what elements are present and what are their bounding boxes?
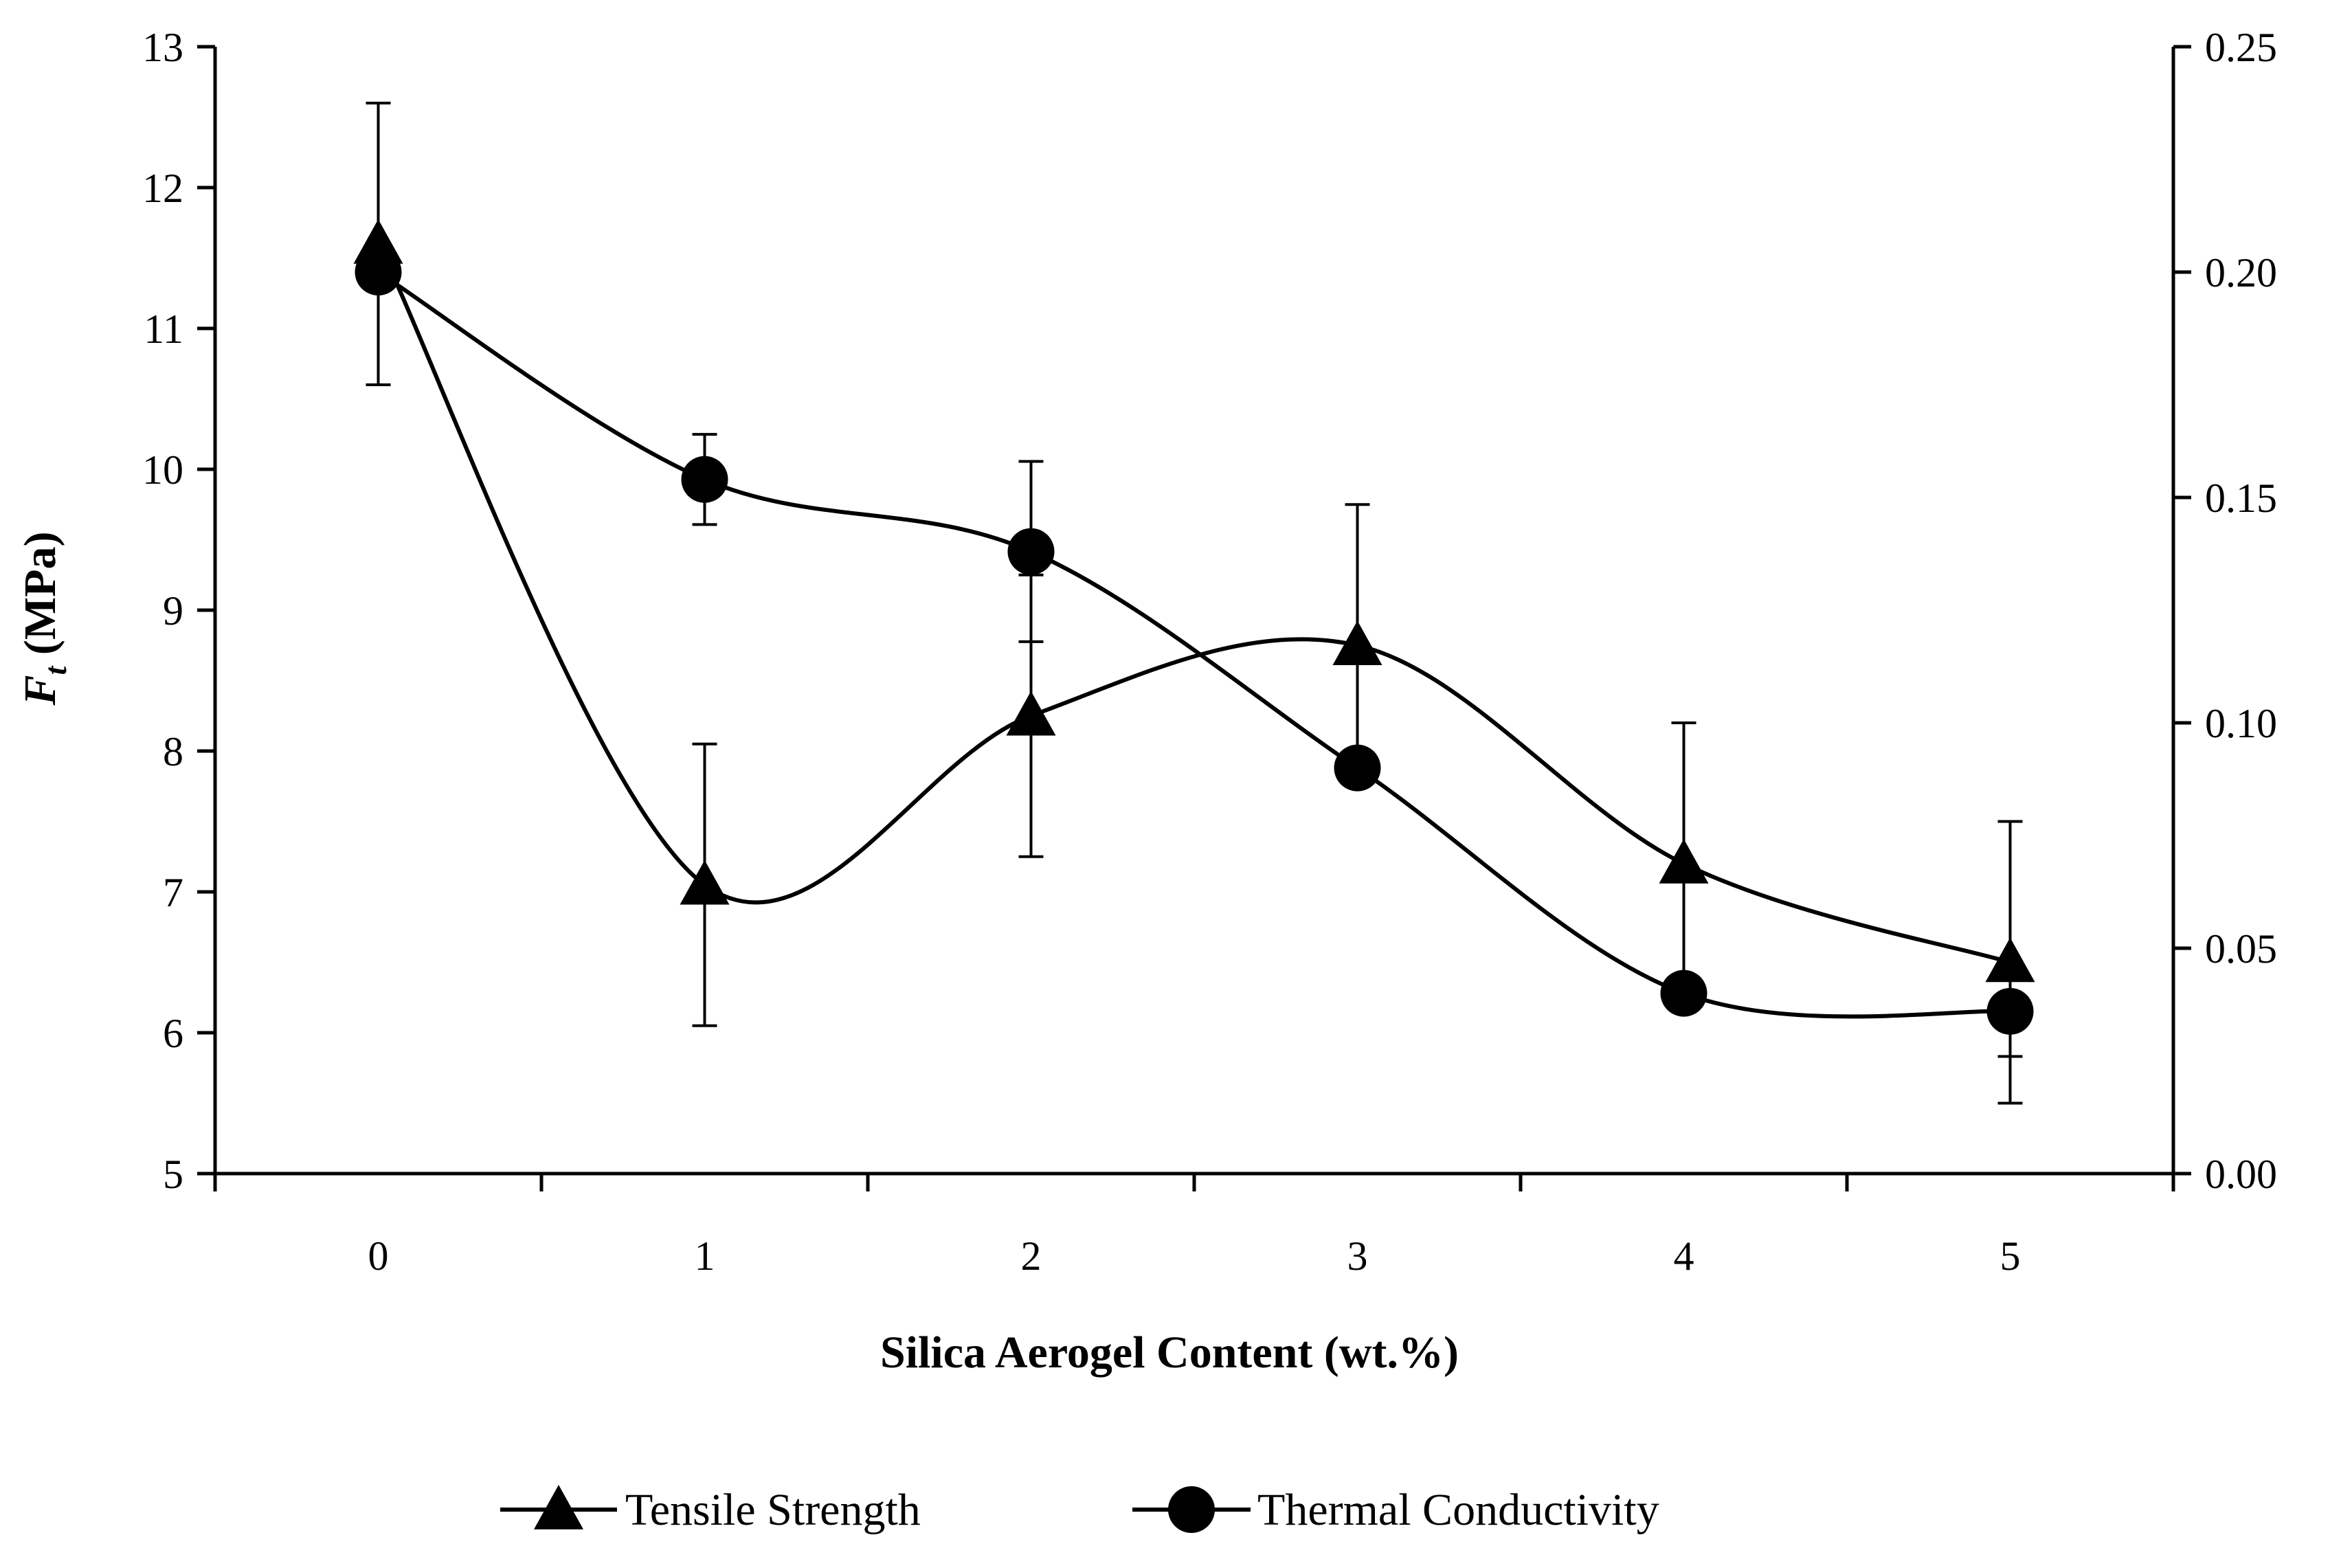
y-axis-title-unit: (MPa) [15,532,65,667]
right-y-tick-label: 0.20 [2205,250,2277,295]
x-tick-label: 2 [1021,1233,1042,1279]
x-axis-title: Silica Aerogel Content (wt.%) [880,1328,1459,1378]
left-y-tick-label: 13 [142,25,183,70]
x-tick-label: 0 [368,1233,389,1279]
legend-item: Tensile Strength [500,1485,921,1535]
triangle-marker [1985,937,2035,983]
left-y-tick-label: 12 [142,166,183,211]
legend-label: Thermal Conductivity [1257,1485,1659,1535]
x-tick-label: 4 [1674,1233,1694,1279]
circle-marker [681,456,728,503]
series-layer [353,102,2035,1105]
series-1 [353,102,2035,1105]
left-y-tick-label: 11 [144,306,183,352]
left-y-tick-label: 10 [142,447,183,493]
circle-marker [1986,987,2034,1035]
y-axis-title-symbol: F [15,675,65,706]
right-y-tick-label: 0.05 [2205,926,2277,972]
legend-marker [534,1485,583,1530]
y-axis-title-subscript: t [38,665,73,675]
right-y-tick-label: 0.15 [2205,475,2277,521]
right-y-tick-label: 0.25 [2205,25,2277,70]
left-y-tick-label: 7 [163,870,183,915]
triangle-marker [1659,839,1709,884]
series-2 [355,249,2034,1058]
circle-marker [1660,970,1707,1017]
circle-marker [1007,528,1055,575]
series-line [376,243,2011,965]
left-y-tick-label: 5 [163,1152,183,1197]
triangle-marker [1006,691,1056,736]
y-axis-title-left: Ft (MPa) [15,532,73,706]
right-y-tick-label: 0.00 [2205,1152,2277,1197]
triangle-marker [1332,620,1382,666]
legend-marker [1168,1486,1215,1533]
legend-label: Tensile Strength [625,1485,921,1535]
left-y-tick-label: 8 [163,729,183,774]
x-tick-label: 5 [2000,1233,2021,1279]
left-y-tick-label: 6 [163,1011,183,1056]
x-tick-label: 3 [1347,1233,1368,1279]
series-line [377,270,2011,1019]
x-tick-label: 1 [695,1233,715,1279]
right-y-tick-label: 0.10 [2205,701,2277,746]
circle-marker [1334,744,1381,792]
circle-marker [355,249,402,295]
legend-item: Thermal Conductivity [1132,1485,1659,1535]
triangle-marker [680,860,730,905]
left-y-tick-label: 9 [163,588,183,634]
legend: Tensile Strength Thermal Conductivity [500,1485,1659,1535]
